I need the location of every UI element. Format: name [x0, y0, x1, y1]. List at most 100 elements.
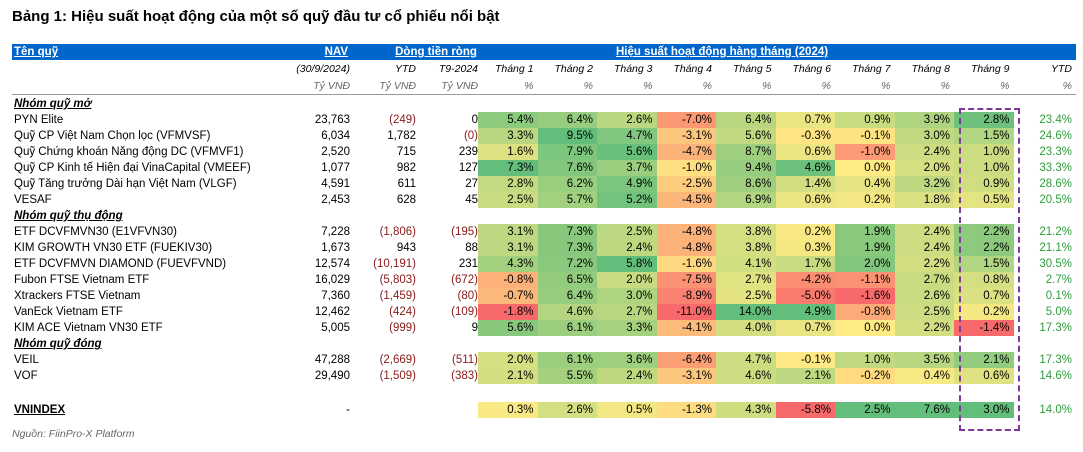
month-2-cell: 5.7% [537, 192, 597, 208]
month-8-cell: 2.5% [894, 304, 954, 320]
header-performance: Hiệu suất hoạt động hàng tháng (2024) [615, 46, 829, 58]
month-9-cell: -1.4% [954, 320, 1014, 336]
month-4-cell: -4.8% [656, 240, 716, 256]
month-7-cell: -0.1% [835, 128, 895, 144]
fund-flow-ytd: 982 [396, 162, 416, 174]
fund-flow-ytd: 715 [396, 146, 416, 158]
header-month-2: Tháng 2 [554, 63, 593, 75]
fund-name: KIM ACE Vietnam VN30 ETF [14, 322, 163, 334]
month-9-cell: 3.0% [954, 402, 1014, 418]
month-6-cell: 0.7% [775, 112, 835, 128]
fund-flow-t9: 9 [471, 322, 478, 334]
month-2-cell: 6.5% [537, 272, 597, 288]
month-3-cell: 2.0% [597, 272, 657, 288]
header-month-5: Tháng 5 [732, 63, 772, 75]
month-5-cell: 4.3% [716, 402, 776, 418]
fund-ytd-return: 14.6% [1039, 370, 1072, 382]
month-2-cell: 4.6% [537, 304, 597, 320]
month-9-cell: 1.0% [954, 144, 1014, 160]
month-3-cell: 2.6% [597, 112, 657, 128]
fund-ytd-return: 20.5% [1039, 194, 1072, 206]
month-6-cell: 0.7% [775, 320, 835, 336]
month-6-cell: 0.6% [775, 144, 835, 160]
month-6-cell: 2.1% [775, 368, 835, 384]
month-7-cell: -1.1% [835, 272, 895, 288]
header-nav: NAV [324, 46, 348, 58]
month-4-cell: -6.4% [656, 352, 716, 368]
fund-name: KIM GROWTH VN30 ETF (FUEKIV30) [14, 242, 213, 254]
month-5-cell: 4.7% [716, 352, 776, 368]
month-4-cell: -4.8% [656, 224, 716, 240]
header-separator [12, 94, 1076, 95]
table-row: KIM GROWTH VN30 ETF (FUEKIV30) 1,673 943 88… [12, 240, 1076, 256]
fund-flow-ytd: (1,806) [379, 226, 416, 238]
fund-nav: 2,453 [321, 194, 350, 206]
month-9-cell: 1.5% [954, 256, 1014, 272]
month-1-cell: 5.4% [478, 112, 538, 128]
fund-flow-t9: 27 [465, 178, 478, 190]
month-6-cell: 0.3% [775, 240, 835, 256]
fund-flow-t9: 88 [465, 242, 478, 254]
fund-nav: 47,288 [314, 354, 350, 366]
fund-name: VanEck Vietnam ETF [14, 306, 123, 318]
month-7-cell: 0.2% [835, 192, 895, 208]
month-2-cell: 6.4% [537, 112, 597, 128]
month-9-cell: 0.2% [954, 304, 1014, 320]
month-5-cell: 5.6% [716, 128, 776, 144]
header-ytd: YTD [1051, 63, 1072, 75]
fund-ytd-return: 30.5% [1039, 258, 1072, 270]
fund-nav: 5,005 [321, 322, 350, 334]
month-4-cell: -2.5% [656, 176, 716, 192]
fund-ytd-return: 17.3% [1039, 322, 1072, 334]
month-1-cell: 0.3% [478, 402, 538, 418]
header-month-7: Tháng 7 [851, 63, 891, 75]
table-row: ETF DCVFMVN DIAMOND (FUEVFVND) 12,574 (10,… [12, 256, 1076, 272]
month-5-cell: 9.4% [716, 160, 776, 176]
fund-name: Quỹ Tăng trưởng Dài hạn Việt Nam (VLGF) [14, 178, 237, 190]
fund-flow-ytd: 1,782 [387, 130, 416, 142]
fund-flow-t9: (383) [451, 370, 478, 382]
month-9-cell: 0.9% [954, 176, 1014, 192]
fund-flow-t9: (195) [451, 226, 478, 238]
month-1-cell: -1.8% [478, 304, 538, 320]
month-9-cell: 2.1% [954, 352, 1014, 368]
month-5-cell: 4.0% [716, 320, 776, 336]
unit-row: Tỷ VNĐ Tỷ VNĐ Tỷ VNĐ % %%%%%%%%% [12, 78, 1076, 94]
fund-flow-t9: (511) [452, 354, 478, 366]
month-7-cell: 1.9% [835, 240, 895, 256]
month-3-cell: 2.4% [597, 240, 657, 256]
unit-month-1: % [524, 80, 534, 92]
fund-nav: 7,228 [321, 226, 350, 238]
table-row: VOF 29,490 (1,509) (383) 2.1% 5.5% 2.4% -3.1% 4.… [12, 368, 1076, 384]
table-row: Quỹ CP Kinh tế Hiện đại VinaCapital (VME… [12, 160, 1076, 176]
table-row: VEIL 47,288 (2,669) (511) 2.0% 6.1% 3.6% -6.4% 4… [12, 352, 1076, 368]
month-8-cell: 3.5% [894, 352, 954, 368]
fund-flow-ytd: (249) [389, 114, 416, 126]
header-month-4: Tháng 4 [673, 63, 712, 75]
table-row: Quỹ Chứng khoán Năng động DC (VFMVF1) 2,5… [12, 144, 1076, 160]
month-1-cell: 2.5% [478, 192, 538, 208]
month-3-cell: 3.7% [597, 160, 657, 176]
month-3-cell: 4.9% [597, 176, 657, 192]
fund-flow-ytd: 611 [397, 178, 416, 190]
month-3-cell: 5.6% [597, 144, 657, 160]
month-3-cell: 3.3% [597, 320, 657, 336]
table-row: Xtrackers FTSE Vietnam 7,360 (1,459) (80) -0… [12, 288, 1076, 304]
fund-nav: 12,462 [314, 306, 350, 318]
month-4-cell: -8.9% [656, 288, 716, 304]
fund-flow-ytd: (5,803) [379, 274, 416, 286]
unit-month-5: % [762, 80, 772, 92]
month-5-cell: 8.7% [716, 144, 776, 160]
unit-month-4: % [702, 80, 712, 92]
month-3-cell: 3.0% [597, 288, 657, 304]
fund-flow-ytd: (2,669) [379, 354, 416, 366]
header-month-3: Tháng 3 [613, 63, 653, 75]
table-row: Quỹ Tăng trưởng Dài hạn Việt Nam (VLGF) 4… [12, 176, 1076, 192]
fund-flow-t9: 239 [458, 146, 478, 158]
month-5-cell: 2.7% [716, 272, 776, 288]
subheader-row: (30/9/2024) YTD T9-2024 YTD Tháng 1 Tháng… [12, 61, 1076, 77]
month-9-cell: 0.6% [954, 368, 1014, 384]
fund-flow-ytd: (1,509) [379, 370, 416, 382]
fund-ytd-return: 23.4% [1039, 114, 1072, 126]
fund-nav: 4,591 [321, 178, 350, 190]
